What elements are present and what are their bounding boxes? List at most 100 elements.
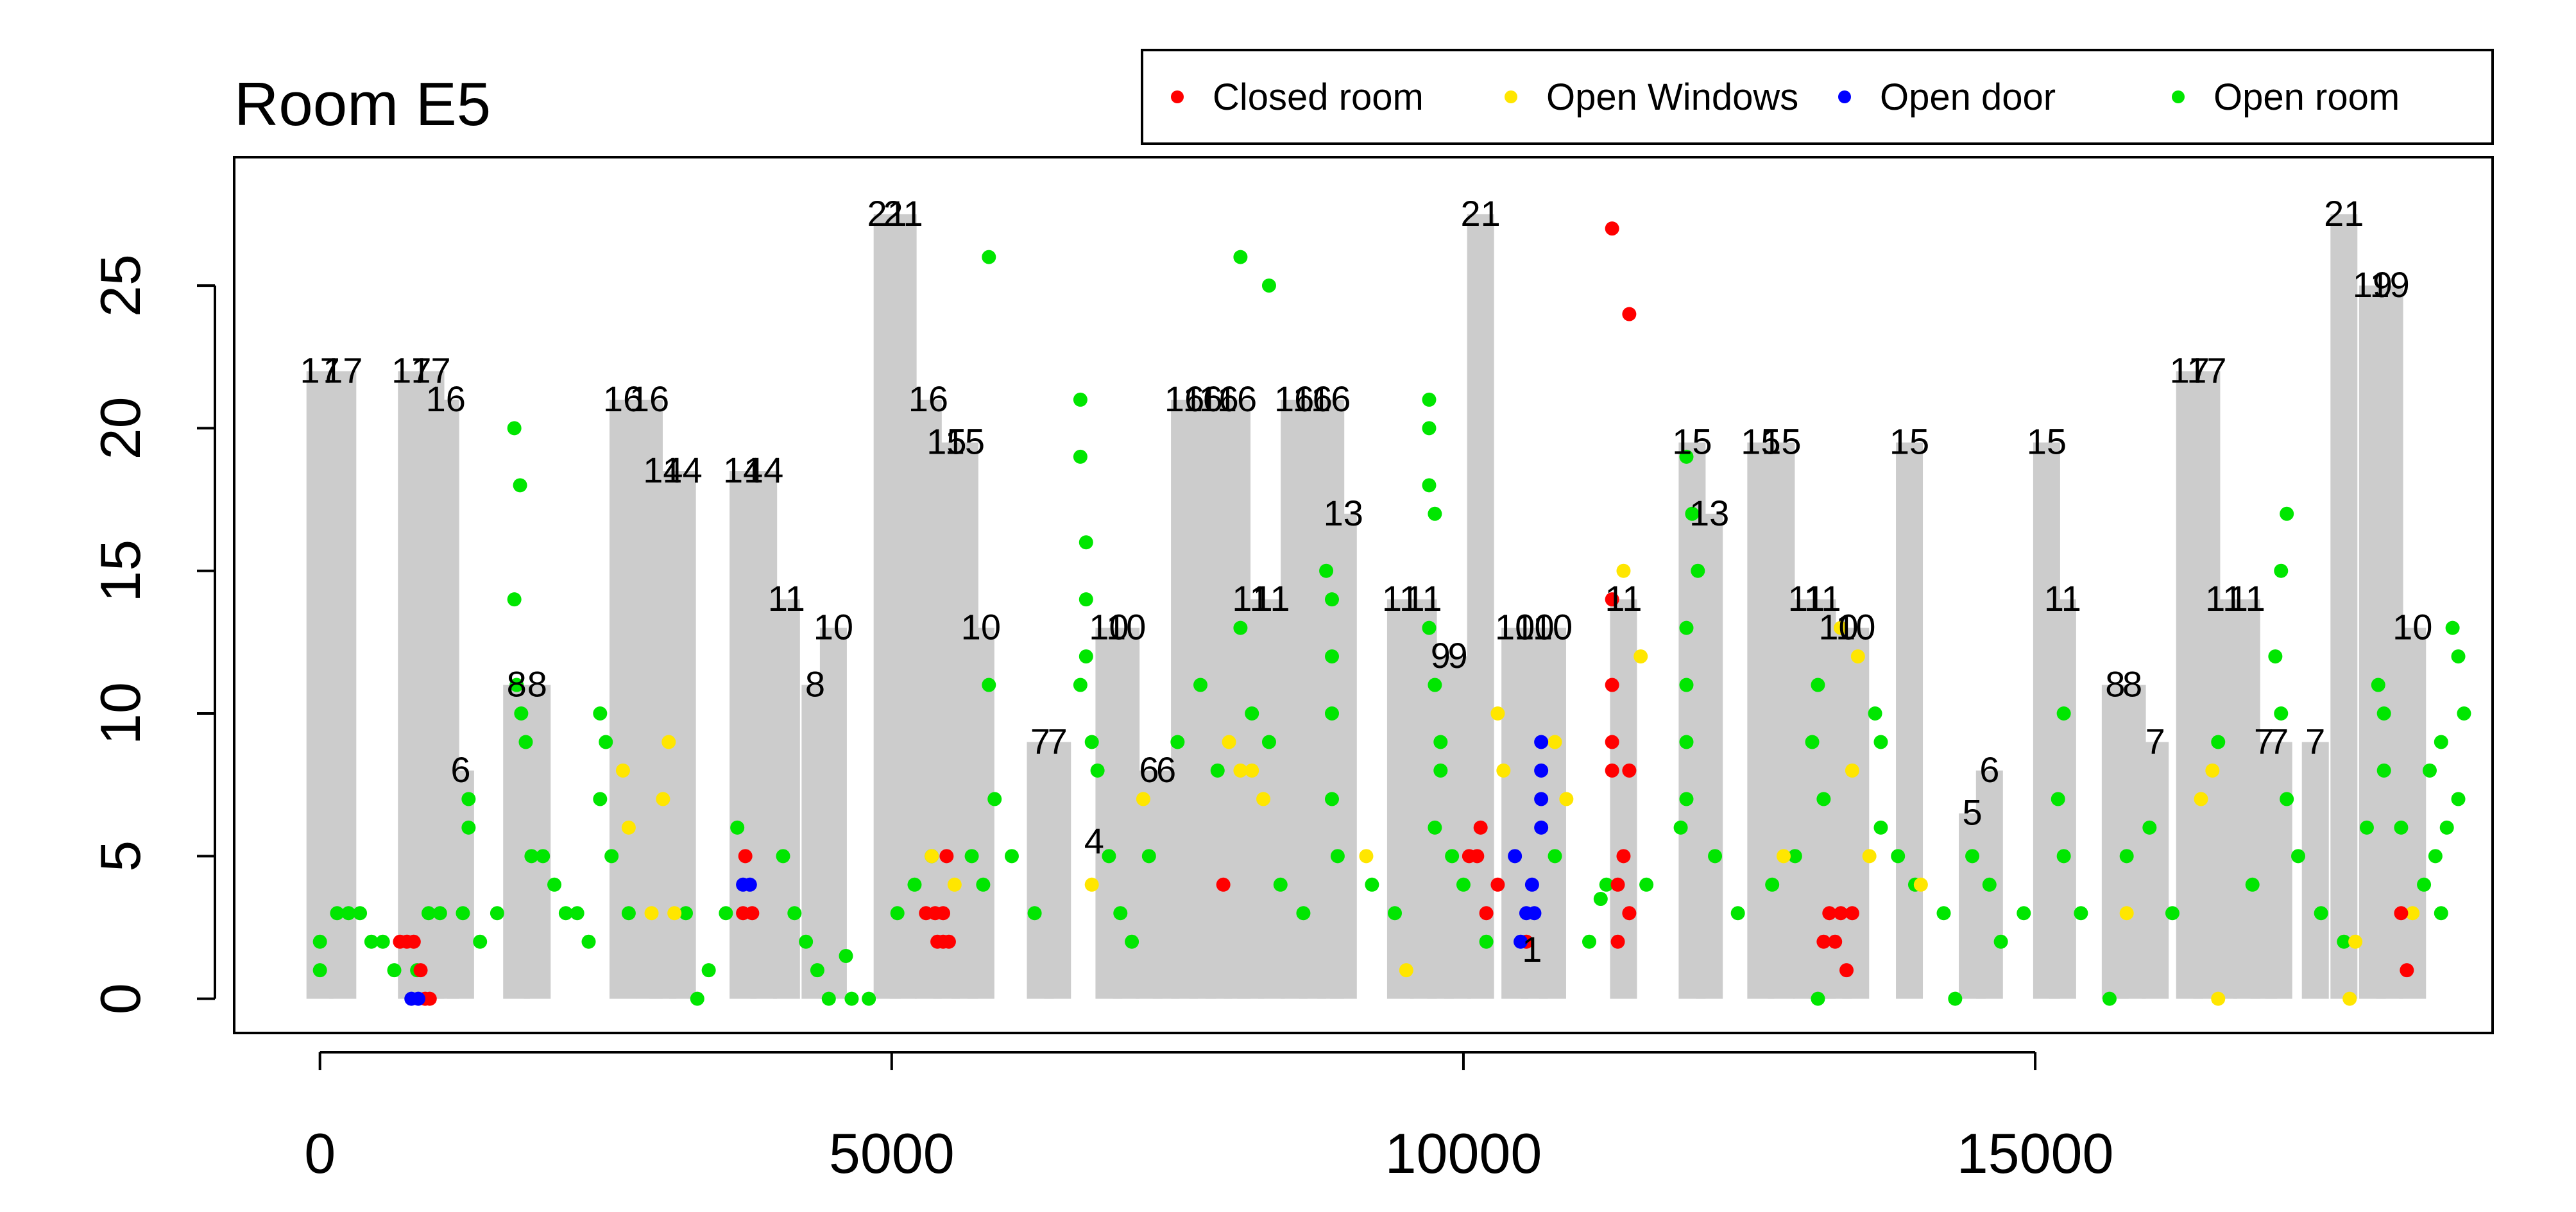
bar-label: 10 xyxy=(1089,607,1129,647)
x-axis: 0 5000 10000 15000 xyxy=(304,1051,2113,1185)
point-open-room xyxy=(799,934,814,949)
point-open-room xyxy=(2376,706,2391,721)
bar-label: 16 xyxy=(1311,379,1351,419)
point-open-windows xyxy=(2194,792,2208,807)
point-open-room xyxy=(1027,906,1042,921)
point-open-room xyxy=(1084,735,1099,749)
point-open-room xyxy=(1079,535,1093,550)
point-open-room xyxy=(2245,877,2260,892)
point-open-windows xyxy=(615,763,630,778)
bars-layer xyxy=(306,214,2427,999)
point-open-room xyxy=(2376,763,2391,778)
point-open-room xyxy=(2394,820,2409,835)
point-open-windows xyxy=(2342,991,2357,1006)
legend-label: Open room xyxy=(2213,76,2400,118)
point-open-room xyxy=(907,877,922,892)
point-open-room xyxy=(1811,678,1825,692)
bar-label: 16 xyxy=(603,379,643,419)
point-open-door xyxy=(1508,849,1523,864)
y-tick-label: 5 xyxy=(89,841,152,872)
point-open-windows xyxy=(1845,763,1859,778)
legend-label: Open door xyxy=(1880,76,2056,118)
point-open-room xyxy=(1708,849,1723,864)
point-open-windows xyxy=(2211,991,2226,1006)
bar xyxy=(1896,442,1923,999)
point-closed-room xyxy=(2394,906,2409,921)
bar-label: 14 xyxy=(643,450,683,490)
point-open-room xyxy=(593,706,608,721)
point-open-room xyxy=(375,934,390,949)
point-closed-room xyxy=(1470,849,1485,864)
point-open-room xyxy=(1102,849,1116,864)
bar-label: 11 xyxy=(1232,578,1269,619)
bar-label: 10 xyxy=(1106,607,1146,647)
point-open-room xyxy=(473,934,488,949)
point-open-windows xyxy=(1776,849,1791,864)
bar-label: 11 xyxy=(1404,578,1442,619)
bar-label: 17 xyxy=(2170,350,2210,390)
bar-label: 11 xyxy=(2205,578,2242,619)
bar xyxy=(1768,442,1795,999)
point-open-windows xyxy=(2205,763,2220,778)
point-open-windows xyxy=(2405,906,2420,921)
bar xyxy=(2330,214,2358,999)
bar-label: 16 xyxy=(1198,379,1238,419)
point-open-room xyxy=(1936,906,1951,921)
bar xyxy=(306,371,334,999)
point-open-room xyxy=(1273,877,1288,892)
point-closed-room xyxy=(1216,877,1231,892)
point-open-windows xyxy=(667,906,682,921)
point-open-room xyxy=(1233,250,1248,264)
point-closed-room xyxy=(1828,934,1843,949)
point-open-room xyxy=(341,906,356,921)
bar-label: 19 xyxy=(2369,264,2409,305)
point-open-windows xyxy=(1222,735,1236,749)
point-open-room xyxy=(730,820,745,835)
point-closed-room xyxy=(1479,906,1494,921)
point-open-room xyxy=(2056,849,2071,864)
point-open-room xyxy=(1679,678,1694,692)
point-open-room xyxy=(1811,991,1825,1006)
point-open-room xyxy=(1428,820,1442,835)
bar xyxy=(772,599,800,999)
point-open-windows xyxy=(1359,849,1374,864)
point-open-room xyxy=(1679,792,1694,807)
point-open-door xyxy=(1534,763,1549,778)
point-open-room xyxy=(432,906,447,921)
point-open-room xyxy=(1691,563,1705,578)
point-open-room xyxy=(2434,906,2448,921)
bar-label: 16 xyxy=(1182,379,1222,419)
point-open-room xyxy=(2056,706,2071,721)
x-tick-label: 5000 xyxy=(829,1122,955,1185)
point-open-room xyxy=(2428,849,2443,864)
point-open-room xyxy=(1873,735,1888,749)
point-open-room xyxy=(982,678,996,692)
point-open-room xyxy=(1245,706,1259,721)
bar-label: 9 xyxy=(1431,635,1451,676)
bar-label: 17 xyxy=(323,350,363,390)
bar-label: 6 xyxy=(1156,749,1176,790)
point-open-room xyxy=(2165,906,2179,921)
point-open-room xyxy=(1073,392,1088,407)
point-open-room xyxy=(982,250,996,264)
bar-label: 15 xyxy=(945,422,985,462)
point-open-room xyxy=(1324,792,1339,807)
bar-label: 10 xyxy=(2393,607,2432,647)
point-open-room xyxy=(312,963,327,978)
point-closed-room xyxy=(1605,763,1619,778)
bar-label: 10 xyxy=(1836,607,1875,647)
bar-label: 21 xyxy=(1461,193,1501,234)
point-open-room xyxy=(507,592,522,607)
point-open-room xyxy=(1090,763,1105,778)
point-closed-room xyxy=(1605,678,1619,692)
point-open-room xyxy=(2268,649,2283,664)
point-closed-room xyxy=(1622,307,1637,321)
bar-label: 7 xyxy=(2269,721,2289,761)
point-open-room xyxy=(364,934,379,949)
point-open-room xyxy=(1982,877,1997,892)
point-open-windows xyxy=(656,792,670,807)
point-open-room xyxy=(514,706,529,721)
point-open-windows xyxy=(1559,792,1574,807)
point-open-room xyxy=(2417,877,2432,892)
